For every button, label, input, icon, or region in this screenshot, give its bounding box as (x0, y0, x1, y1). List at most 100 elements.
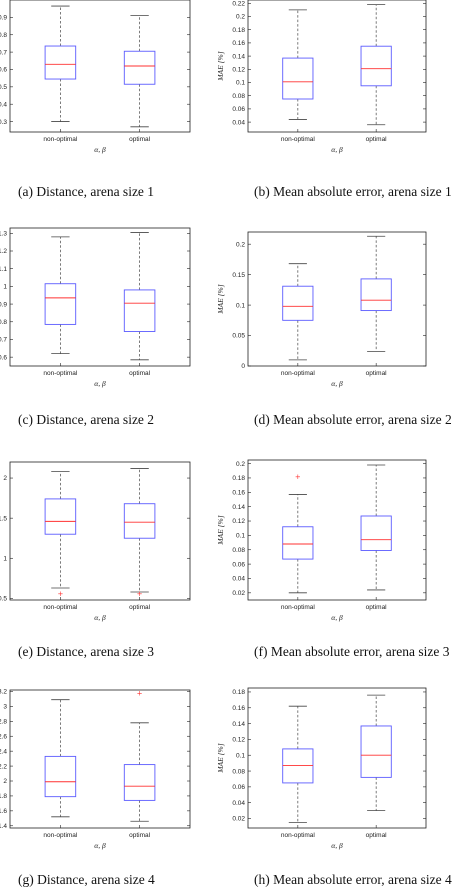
y-tick-label: 3.2 (0, 689, 7, 696)
chart-panel-c: 0.6 0.7 0.8 0.9 1 1.1 1.2 1.3 non-optimal optimal… (0, 227, 191, 427)
interquartile-box (360, 725, 392, 778)
box-non-optimal (282, 705, 314, 823)
y-axis-label: MAE [%] (216, 51, 225, 81)
y-tick-label: 0.22 (232, 1, 245, 8)
y-tick-label: 0.6 (0, 67, 7, 74)
interquartile-box (282, 526, 314, 560)
box-non-optimal (44, 5, 77, 122)
box-optimal: + (123, 468, 156, 598)
x-tick-label: non-optimal (281, 604, 316, 611)
y-axis-label: MAE [%] (216, 284, 225, 314)
box-optimal (360, 4, 392, 126)
y-tick-label: 0.1 (236, 302, 245, 309)
interquartile-box (123, 764, 156, 801)
interquartile-box (44, 498, 77, 535)
box-optimal: + (123, 690, 156, 822)
y-tick-label: 0.5 (0, 596, 7, 603)
x-tick-label: non-optimal (43, 832, 78, 839)
chart-panel-f: 0.02 0.04 0.06 0.08 0.1 0.12 0.14 0.16 0.18 0.2 no… (216, 459, 450, 659)
box-optimal (360, 464, 392, 591)
x-tick-label: non-optimal (43, 604, 78, 611)
panel-caption: (a) Distance, arena size 1 (18, 184, 154, 199)
panel-caption: (e) Distance, arena size 3 (18, 644, 154, 659)
y-tick-label: 0.02 (232, 590, 245, 597)
x-axis-label: α, β (94, 379, 106, 388)
y-tick-label: 0.06 (232, 561, 245, 568)
y-tick-label: 0.14 (232, 721, 245, 728)
plot-frame (247, 459, 427, 601)
y-tick-label: 0.2 (236, 241, 245, 248)
y-tick-label: 0.16 (232, 705, 245, 712)
y-tick-label: 0 (241, 363, 245, 370)
y-tick-label: 0.08 (232, 768, 245, 775)
chart-panel-g: 1.4 1.6 1.8 2 2.2 2.4 2.6 2.8 3 3.2 non-optimal opt… (0, 689, 191, 887)
y-tick-label: 0.7 (0, 337, 7, 344)
box-optimal (123, 15, 156, 128)
y-tick-label: 0.08 (232, 547, 245, 554)
panel-caption: (c) Distance, arena size 2 (18, 412, 154, 427)
interquartile-box (44, 45, 77, 80)
interquartile-box (44, 755, 77, 798)
chart-panel-a: 0.3 0.4 0.5 0.6 0.7 0.8 0.9 non-optimal optimal α… (0, 0, 191, 199)
y-tick-label: 0.1 (236, 80, 245, 87)
box-non-optimal: + (44, 471, 77, 598)
y-tick-label: 1.4 (0, 823, 7, 830)
y-tick-label: 2.2 (0, 763, 7, 770)
y-tick-label: 1.8 (0, 793, 7, 800)
plot-frame (9, 461, 191, 601)
outlier-marker: + (137, 690, 143, 698)
y-tick-label: 0.02 (232, 816, 245, 823)
y-tick-label: 2 (3, 778, 7, 785)
interquartile-box (123, 503, 156, 539)
x-axis-label: α, β (94, 145, 106, 154)
y-tick-label: 1.1 (0, 266, 7, 273)
x-tick-label: optimal (129, 370, 151, 377)
plot-frame (9, 0, 191, 133)
x-axis-label: α, β (331, 379, 343, 388)
y-tick-label: 2.8 (0, 719, 7, 726)
chart-panel-b: 0.04 0.06 0.08 0.1 0.12 0.14 0.16 0.18 0.2 0.22 no… (216, 0, 452, 199)
y-tick-label: 0.15 (232, 272, 245, 279)
x-tick-label: non-optimal (281, 136, 316, 143)
y-tick-label: 0.16 (232, 490, 245, 497)
box-non-optimal (44, 236, 77, 355)
x-axis-label: α, β (94, 613, 106, 622)
x-axis-label: α, β (94, 841, 106, 850)
y-tick-label: 0.12 (232, 67, 245, 74)
y-tick-label: 0.14 (232, 504, 245, 511)
y-tick-label: 0.04 (232, 800, 245, 807)
outlier-marker: + (295, 473, 301, 481)
x-tick-label: optimal (366, 832, 388, 839)
y-tick-label: 1.6 (0, 808, 7, 815)
plot-frame (247, 0, 427, 133)
y-tick-label: 0.6 (0, 354, 7, 361)
box-non-optimal: + (282, 473, 314, 594)
interquartile-box (282, 285, 314, 321)
y-tick-label: 0.5 (0, 84, 7, 91)
interquartile-box (360, 515, 392, 551)
outlier-marker: + (57, 590, 63, 598)
interquartile-box (44, 283, 77, 325)
y-tick-label: 0.9 (0, 15, 7, 22)
x-tick-label: optimal (129, 136, 151, 143)
outlier-marker: + (137, 590, 143, 598)
x-axis-label: α, β (331, 613, 343, 622)
y-tick-label: 1 (3, 555, 7, 562)
x-axis-label: α, β (331, 841, 343, 850)
y-tick-label: 0.2 (236, 461, 245, 468)
y-tick-label: 1.3 (0, 231, 7, 238)
y-tick-label: 0.04 (232, 119, 245, 126)
y-tick-label: 0.1 (236, 752, 245, 759)
y-tick-label: 2 (3, 475, 7, 482)
y-tick-label: 0.7 (0, 49, 7, 56)
interquartile-box (360, 45, 392, 87)
y-tick-label: 0.05 (232, 333, 245, 340)
box-non-optimal (282, 263, 314, 361)
y-tick-label: 1.5 (0, 515, 7, 522)
x-tick-label: non-optimal (281, 832, 316, 839)
panel-caption: (b) Mean absolute error, arena size 1 (254, 184, 452, 199)
y-axis-label: MAE [%] (216, 515, 225, 545)
y-tick-label: 0.8 (0, 32, 7, 39)
interquartile-box (123, 50, 156, 85)
